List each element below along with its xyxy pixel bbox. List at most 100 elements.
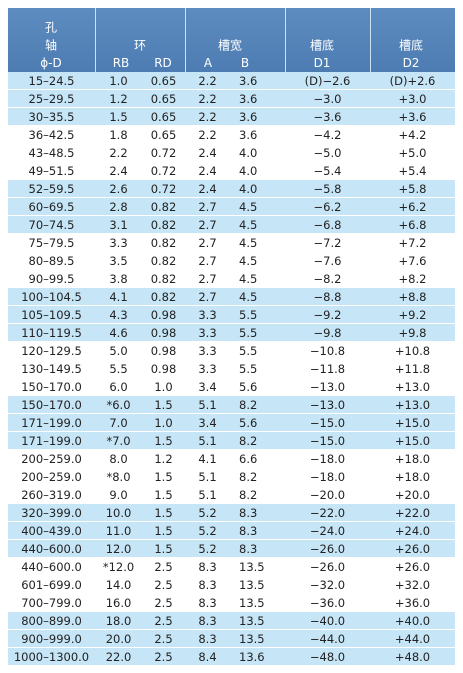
- table-row: 60–69.5 2.8 0.82 2.7 4.5 −6.2 +6.2: [8, 198, 455, 216]
- table-cell: 1.5: [154, 524, 173, 538]
- table-cell: *6.0: [106, 398, 131, 412]
- table-cell: 1000–1300.0: [13, 650, 90, 664]
- table-row: 150–170.0 *6.0 1.5 5.1 8.2 −13.0 +13.0: [8, 396, 455, 414]
- table-cell: 14.0: [105, 578, 132, 592]
- table-cell: +36.0: [394, 596, 431, 610]
- table-cell: −8.2: [313, 272, 342, 286]
- table-cell: 4.0: [239, 182, 258, 196]
- table-cell: +15.0: [394, 416, 431, 430]
- table-cell: 1.0: [154, 380, 173, 394]
- table-cell: 4.1: [198, 452, 217, 466]
- header-divider: [95, 8, 96, 72]
- table-cell: 1.5: [154, 488, 173, 502]
- table-cell: 43–48.5: [28, 146, 75, 160]
- table-cell: 5.1: [198, 470, 217, 484]
- table-cell: +9.8: [398, 326, 427, 340]
- table-cell: 1.8: [109, 128, 128, 142]
- table-cell: 4.1: [109, 290, 128, 304]
- table-cell: −18.0: [309, 470, 346, 484]
- table-cell: 6.0: [109, 380, 128, 394]
- table-cell: 2.5: [154, 596, 173, 610]
- table-cell: 0.72: [150, 182, 177, 196]
- table-cell: −13.0: [309, 380, 346, 394]
- table-cell: −20.0: [309, 488, 346, 502]
- table-cell: 2.2: [198, 128, 217, 142]
- table-cell: +3.6: [398, 110, 427, 124]
- table-row: 100–104.5 4.1 0.82 2.7 4.5 −8.8 +8.8: [8, 288, 455, 306]
- table-row: 200–259.0 8.0 1.2 4.1 6.6 −18.0 +18.0: [8, 450, 455, 468]
- table-cell: 3.3: [198, 362, 217, 376]
- table-cell: +15.0: [394, 434, 431, 448]
- table-cell: 200–259.0: [21, 470, 82, 484]
- table-cell: −24.0: [309, 524, 346, 538]
- table-cell: 8.3: [239, 506, 258, 520]
- table-cell: 8.3: [198, 632, 217, 646]
- table-cell: +22.0: [394, 506, 431, 520]
- table-cell: −9.2: [313, 308, 342, 322]
- table-cell: *8.0: [106, 470, 131, 484]
- table-cell: 0.98: [150, 344, 177, 358]
- table-row: 80–89.5 3.5 0.82 2.7 4.5 −7.6 +7.6: [8, 252, 455, 270]
- table-cell: *7.0: [106, 434, 131, 448]
- table-cell: 4.5: [239, 200, 258, 214]
- table-cell: −26.0: [309, 560, 346, 574]
- table-cell: 800–899.0: [21, 614, 82, 628]
- table-cell: 400–439.0: [21, 524, 82, 538]
- header-divider: [285, 8, 286, 72]
- table-row: 25–29.5 1.2 0.65 2.2 3.6 −3.0 +3.0: [8, 90, 455, 108]
- table-cell: +3.0: [398, 92, 427, 106]
- table-cell: +6.2: [398, 200, 427, 214]
- table-cell: (D)−2.6: [304, 74, 351, 88]
- table-cell: 2.4: [198, 164, 217, 178]
- table-cell: 2.5: [154, 614, 173, 628]
- table-cell: 5.1: [198, 398, 217, 412]
- table-cell: 2.7: [198, 272, 217, 286]
- header-label: 轴: [44, 38, 58, 53]
- table-cell: 171–199.0: [21, 434, 82, 448]
- table-cell: −5.0: [313, 146, 342, 160]
- table-cell: −3.6: [313, 110, 342, 124]
- table-cell: −10.8: [309, 344, 346, 358]
- table-cell: −13.0: [309, 398, 346, 412]
- table-cell: −4.2: [313, 128, 342, 142]
- table-cell: 3.6: [239, 92, 258, 106]
- table-cell: 3.5: [109, 254, 128, 268]
- table-cell: 4.0: [239, 146, 258, 160]
- table-cell: 1.5: [154, 434, 173, 448]
- table-cell: 80–89.5: [28, 254, 75, 268]
- table-cell: 2.2: [198, 74, 217, 88]
- table-cell: 900–999.0: [21, 632, 82, 646]
- header-label: A: [203, 56, 213, 70]
- table-cell: −6.2: [313, 200, 342, 214]
- table-cell: +5.4: [398, 164, 427, 178]
- table-cell: 120–129.5: [21, 344, 82, 358]
- table-cell: 4.6: [109, 326, 128, 340]
- table-row: 1000–1300.0 22.0 2.5 8.4 13.6 −48.0 +48.0: [8, 648, 455, 666]
- table-cell: 4.3: [109, 308, 128, 322]
- table-cell: 2.7: [198, 200, 217, 214]
- table-cell: 5.5: [109, 362, 128, 376]
- table-cell: 2.7: [198, 218, 217, 232]
- table-cell: 13.5: [239, 578, 265, 592]
- header-label: ϕ-D: [40, 56, 62, 70]
- table-cell: +18.0: [394, 470, 431, 484]
- table-cell: 8.3: [239, 524, 258, 538]
- header-divider: [370, 8, 371, 72]
- table-cell: −6.8: [313, 218, 342, 232]
- table-cell: 1.0: [154, 416, 173, 430]
- table-cell: 5.6: [239, 416, 258, 430]
- table-cell: 13.5: [239, 560, 265, 574]
- table-cell: 3.8: [109, 272, 128, 286]
- table-cell: +48.0: [394, 650, 431, 664]
- table-cell: 9.0: [109, 488, 128, 502]
- table-cell: −48.0: [309, 650, 346, 664]
- table-cell: −32.0: [309, 578, 346, 592]
- table-cell: 5.2: [198, 506, 217, 520]
- table-cell: +6.8: [398, 218, 427, 232]
- table-cell: 10.0: [105, 506, 132, 520]
- table-cell: −3.0: [313, 92, 342, 106]
- table-cell: 8.2: [239, 470, 258, 484]
- table-cell: −44.0: [309, 632, 346, 646]
- table-cell: 3.4: [198, 416, 217, 430]
- table-cell: 0.65: [150, 74, 177, 88]
